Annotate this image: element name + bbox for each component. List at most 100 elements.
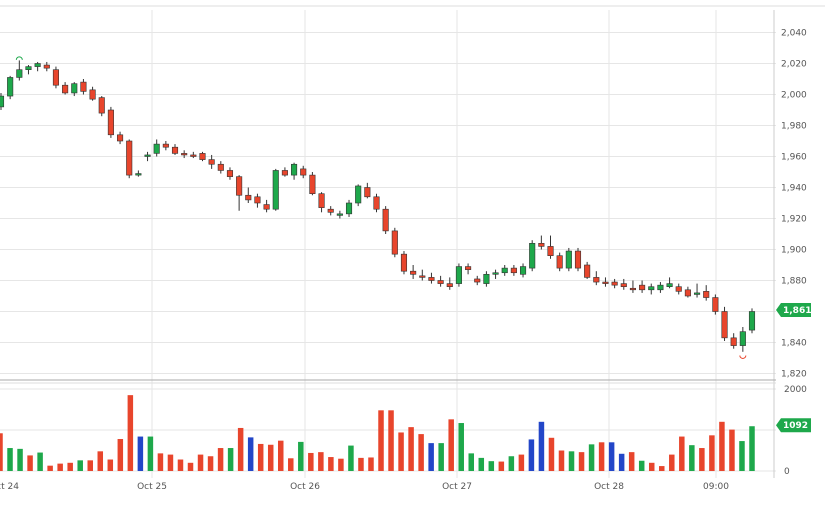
candle-body: [153, 143, 160, 154]
volume-bar: [418, 434, 424, 471]
volume-bar: [77, 460, 83, 471]
candle: [153, 139, 160, 157]
candle-body: [89, 89, 96, 100]
volume-bar: [628, 452, 635, 471]
volume-bar: [578, 452, 585, 471]
candle: [712, 294, 719, 315]
candle-body: [162, 143, 169, 148]
candle: [245, 187, 252, 203]
volume-bar: [669, 454, 675, 471]
volume-bar: [57, 463, 63, 471]
candle-body: [639, 284, 646, 291]
candle-body: [373, 196, 380, 210]
candle: [236, 175, 243, 211]
candle: [7, 75, 14, 100]
candle: [71, 82, 78, 97]
time-tick-label: Oct 28: [594, 482, 624, 492]
candle: [281, 167, 288, 177]
candle: [62, 82, 69, 95]
candle-body: [739, 331, 746, 346]
candle: [217, 161, 224, 174]
volume-bar: [729, 429, 735, 471]
volume-bar: [458, 423, 464, 471]
volume-bar: [67, 462, 73, 471]
candle-body: [43, 64, 50, 69]
candle: [474, 275, 481, 286]
time-tick-label: Oct 26: [290, 482, 320, 492]
candle-body: [492, 272, 499, 275]
price-tick-label: 1,920: [781, 215, 807, 225]
volume-bar: [117, 439, 124, 471]
candle: [345, 199, 353, 217]
candle: [373, 193, 380, 213]
volume-bar: [358, 457, 364, 471]
candle-body: [62, 84, 69, 94]
volume-bar: [127, 395, 134, 471]
candle-body: [748, 311, 756, 331]
volume-bar: [689, 445, 695, 471]
volume-bar: [558, 450, 565, 471]
candle-body: [547, 246, 554, 256]
volume-bar: [719, 421, 725, 471]
candle-body: [382, 208, 389, 232]
candle-body: [318, 193, 325, 208]
candle-body: [529, 243, 536, 269]
volume-bar: [368, 457, 374, 471]
volume-bar: [308, 452, 314, 471]
candle: [721, 306, 728, 341]
candle: [455, 263, 462, 287]
candle: [584, 261, 591, 279]
high-marker: [15, 56, 23, 60]
price-axis-labels: 2,040 2,020 2,000 1,980 1,960 1,940 1,920 1,900…: [781, 29, 807, 380]
candle-body: [52, 69, 60, 86]
candle: [52, 66, 60, 89]
candle: [501, 265, 508, 276]
candle: [16, 60, 23, 81]
volume-bar: [247, 437, 254, 471]
candle: [739, 327, 746, 352]
last-price-badge-shape: [776, 302, 811, 317]
volume-bar: [498, 461, 505, 471]
volume-bar: [398, 432, 404, 471]
price-tick-label: 2,020: [781, 60, 807, 70]
volume-bar: [739, 441, 745, 471]
candle-body: [629, 287, 636, 291]
volume-bar: [428, 443, 434, 471]
candle: [602, 277, 609, 287]
candle: [391, 227, 398, 258]
candle: [126, 139, 133, 179]
candle-body: [254, 196, 261, 204]
volume-bar: [107, 459, 114, 471]
candle-body: [510, 267, 517, 274]
candle-body: [675, 286, 682, 292]
candle-body: [501, 267, 508, 274]
candle: [263, 199, 270, 213]
volume-bar: [257, 443, 264, 471]
candle-body: [657, 284, 664, 291]
time-tick-label: Oct 25: [137, 482, 167, 492]
time-axis-labels: Oct 24 Oct 25 Oct 26 Oct 27 Oct 28 09:00: [0, 482, 729, 492]
volume-bar: [37, 452, 43, 471]
candle-body: [80, 81, 87, 92]
volume-bar: [608, 442, 615, 471]
last-price-label: 1,861: [783, 306, 811, 316]
volume-bar: [157, 453, 164, 471]
x-grid: [151, 10, 717, 478]
candle-body: [117, 134, 124, 142]
candle: [181, 150, 188, 159]
volume-bars: [0, 395, 755, 471]
candle-body: [208, 159, 215, 165]
candle: [529, 240, 536, 272]
candle: [117, 131, 124, 145]
volume-bar: [0, 433, 3, 471]
candle-body: [98, 97, 105, 114]
candle-body: [199, 153, 206, 160]
candle-body: [410, 270, 417, 275]
price-tick-label: 1,820: [781, 370, 807, 380]
candle: [629, 280, 636, 293]
candle-body: [721, 311, 728, 339]
candle-body: [584, 264, 591, 278]
price-tick-label: 2,040: [781, 29, 807, 39]
candle: [684, 286, 691, 298]
